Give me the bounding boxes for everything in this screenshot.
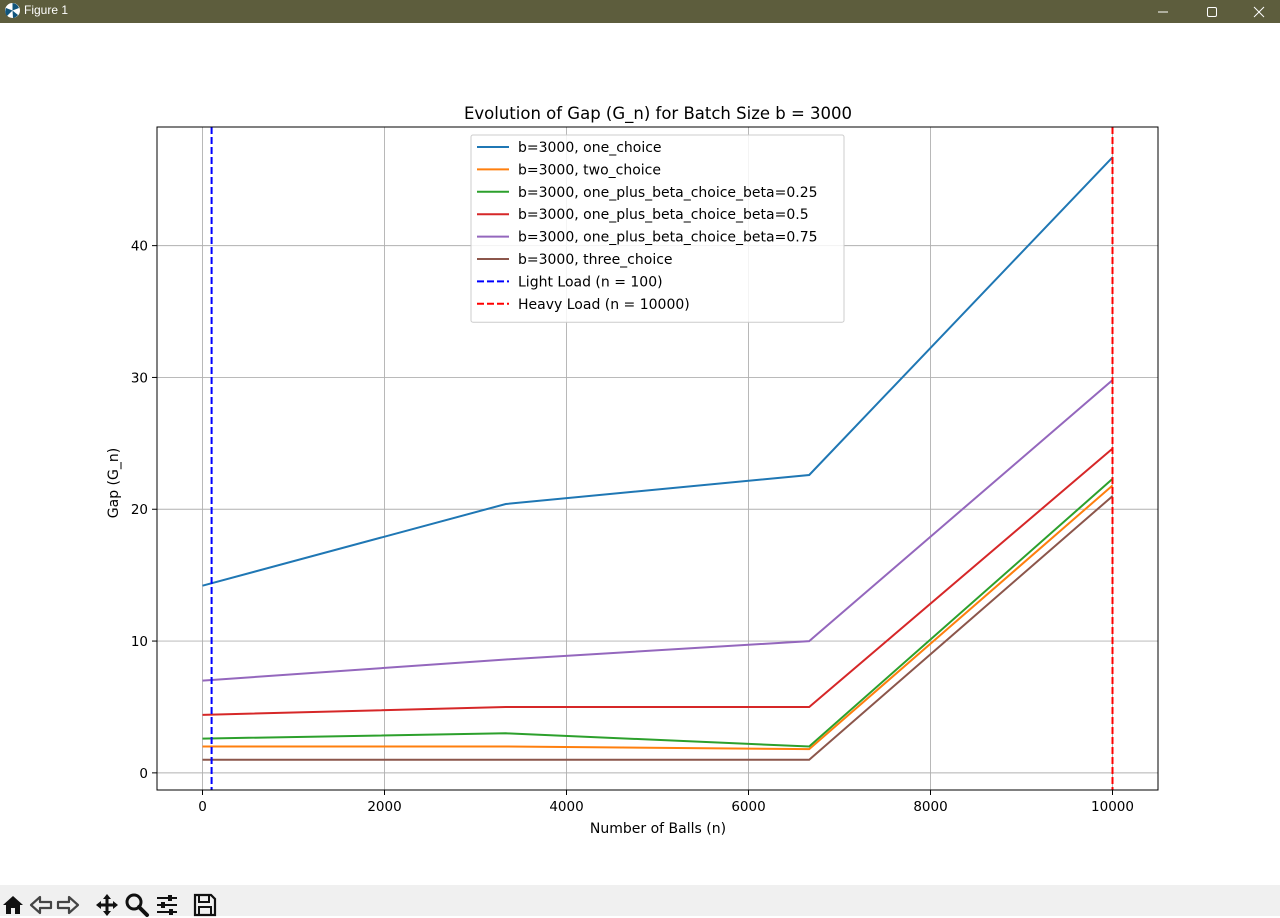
y-axis-label: Gap (G_n)	[106, 448, 122, 518]
legend-label-2: b=3000, one_plus_beta_choice_beta=0.25	[518, 185, 818, 201]
y-tick-label-0: 0	[139, 766, 148, 782]
legend-label-3: b=3000, one_plus_beta_choice_beta=0.5	[518, 207, 809, 223]
configure-icon[interactable]	[154, 892, 180, 918]
legend-label-1: b=3000, two_choice	[518, 162, 661, 178]
save-icon[interactable]	[192, 892, 218, 918]
home-icon[interactable]	[0, 892, 26, 918]
y-tick-label-1: 10	[131, 634, 148, 650]
x-tick-label-3: 6000	[731, 799, 765, 815]
y-tick-label-4: 40	[131, 239, 148, 255]
chart-title: Evolution of Gap (G_n) for Batch Size b …	[464, 104, 852, 124]
series-line-0	[202, 156, 1114, 587]
legend-label-6: Light Load (n = 100)	[518, 274, 663, 290]
legend-label-7: Heavy Load (n = 10000)	[518, 297, 690, 313]
legend-label-4: b=3000, one_plus_beta_choice_beta=0.75	[518, 230, 818, 246]
x-tick-label-1: 2000	[367, 799, 401, 815]
app-icon	[5, 3, 20, 18]
series-line-1	[202, 484, 1114, 751]
legend-label-0: b=3000, one_choice	[518, 140, 662, 156]
maximize-icon	[1207, 6, 1217, 17]
x-tick-label-4: 8000	[913, 799, 947, 815]
series-line-4	[202, 379, 1114, 682]
close-icon	[1253, 6, 1265, 17]
minimize-icon	[1158, 11, 1168, 12]
window-titlebar: Figure 1	[0, 0, 1280, 23]
maximize-button[interactable]	[1189, 0, 1235, 23]
window-title: Figure 1	[24, 3, 69, 17]
x-tick-label-2: 4000	[549, 799, 583, 815]
series-line-5	[202, 495, 1114, 761]
figure-canvas: Evolution of Gap (G_n) for Batch Size b …	[106, 104, 1159, 837]
zoom-icon[interactable]	[124, 892, 150, 918]
x-tick-label-5: 10000	[1091, 799, 1134, 815]
x-axis-label: Number of Balls (n)	[590, 821, 726, 837]
series-line-2	[202, 478, 1114, 748]
forward-icon[interactable]	[55, 892, 81, 918]
x-tick-label-0: 0	[198, 799, 207, 815]
legend-label-5: b=3000, three_choice	[518, 252, 673, 268]
legend-box	[470, 134, 845, 323]
y-tick-label-2: 20	[131, 502, 148, 518]
close-button[interactable]	[1236, 0, 1280, 23]
back-icon[interactable]	[28, 892, 54, 918]
pan-icon[interactable]	[94, 892, 120, 918]
navigation-toolbar	[0, 885, 1280, 918]
minimize-button[interactable]	[1140, 0, 1186, 23]
plot-frame	[156, 126, 1159, 791]
series-line-3	[202, 447, 1114, 716]
y-tick-label-3: 30	[131, 370, 148, 386]
